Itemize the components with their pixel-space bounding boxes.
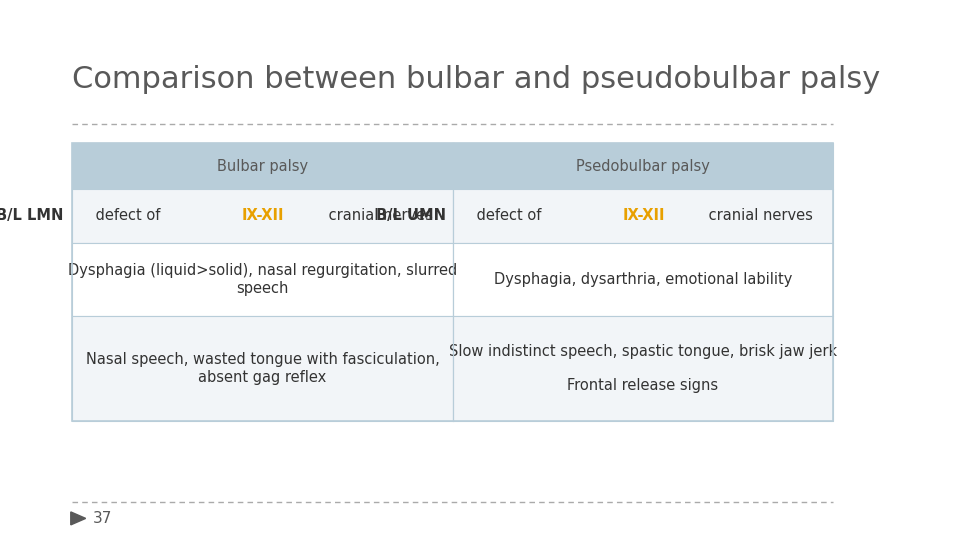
Text: cranial nerves: cranial nerves — [324, 208, 433, 224]
Text: Nasal speech, wasted tongue with fasciculation,
absent gag reflex: Nasal speech, wasted tongue with fascicu… — [85, 353, 440, 384]
Text: Slow indistinct speech, spastic tongue, brisk jaw jerk

Frontal release signs: Slow indistinct speech, spastic tongue, … — [448, 343, 837, 394]
Text: cranial nerves: cranial nerves — [705, 208, 813, 224]
Bar — [72, 143, 453, 189]
Text: Dysphagia (liquid>solid), nasal regurgitation, slurred
speech: Dysphagia (liquid>solid), nasal regurgit… — [68, 263, 457, 295]
Polygon shape — [71, 512, 85, 525]
Text: B/L UMN: B/L UMN — [376, 208, 445, 224]
Text: 37: 37 — [93, 511, 112, 526]
Text: defect of: defect of — [91, 208, 165, 224]
Text: defect of: defect of — [471, 208, 545, 224]
Text: ONLY IN MALES’ SLIDES: ONLY IN MALES’ SLIDES — [747, 26, 895, 36]
Text: Bulbar palsy: Bulbar palsy — [217, 159, 308, 173]
Text: Psedobulbar palsy: Psedobulbar palsy — [576, 159, 709, 173]
Text: IX-XII: IX-XII — [622, 208, 664, 224]
Text: IX-XII: IX-XII — [242, 208, 284, 224]
Text: B/L LMN: B/L LMN — [0, 208, 63, 224]
Bar — [453, 143, 833, 189]
Text: Dysphagia, dysarthria, emotional lability: Dysphagia, dysarthria, emotional labilit… — [493, 272, 792, 287]
Text: Comparison between bulbar and pseudobulbar palsy: Comparison between bulbar and pseudobulb… — [72, 65, 880, 94]
